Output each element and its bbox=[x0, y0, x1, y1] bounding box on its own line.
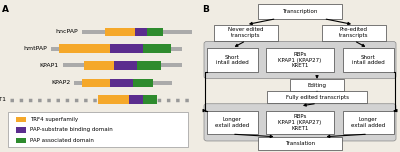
FancyBboxPatch shape bbox=[204, 41, 396, 79]
Text: KPAP1: KPAP1 bbox=[40, 63, 59, 68]
Bar bbox=[266, 48, 334, 72]
Bar bbox=[206, 48, 258, 72]
Text: Never edited
transcripts: Never edited transcripts bbox=[228, 27, 264, 38]
Bar bbox=[98, 95, 129, 104]
Text: Longer
extail added: Longer extail added bbox=[215, 117, 249, 128]
FancyBboxPatch shape bbox=[204, 104, 396, 141]
Bar bbox=[84, 61, 114, 70]
Bar bbox=[290, 79, 344, 91]
Text: TRF4 superfamily: TRF4 superfamily bbox=[30, 117, 78, 122]
Bar bbox=[143, 95, 157, 104]
Bar bbox=[110, 44, 127, 53]
Bar bbox=[16, 127, 26, 133]
Text: Short
intail added: Short intail added bbox=[352, 55, 384, 66]
Bar bbox=[342, 111, 394, 134]
Text: hmtPAP: hmtPAP bbox=[23, 46, 47, 51]
Bar bbox=[137, 61, 161, 70]
Bar bbox=[8, 112, 188, 147]
Bar bbox=[51, 47, 182, 51]
Text: KPAP2: KPAP2 bbox=[51, 80, 70, 85]
Bar bbox=[135, 28, 147, 36]
Text: Pre-edited
transcripts: Pre-edited transcripts bbox=[339, 27, 369, 38]
Bar bbox=[258, 4, 342, 19]
Bar bbox=[342, 48, 394, 72]
Bar bbox=[266, 111, 334, 134]
Bar bbox=[114, 61, 137, 70]
Bar bbox=[143, 44, 157, 53]
Text: hncPAP: hncPAP bbox=[56, 29, 78, 34]
Bar bbox=[214, 25, 278, 41]
Bar bbox=[16, 117, 26, 122]
Text: RBPs
KPAP1 (KPAP27)
KRET1: RBPs KPAP1 (KPAP27) KRET1 bbox=[278, 52, 322, 68]
Bar bbox=[147, 28, 163, 36]
Text: PAP-substrate binding domain: PAP-substrate binding domain bbox=[30, 128, 113, 132]
Bar bbox=[110, 79, 133, 87]
Bar bbox=[127, 44, 143, 53]
Text: Editing: Editing bbox=[308, 83, 326, 88]
Text: B: B bbox=[202, 5, 209, 14]
Text: Fully edited transcripts: Fully edited transcripts bbox=[286, 95, 348, 100]
Bar bbox=[206, 111, 258, 134]
Bar bbox=[322, 25, 386, 41]
Bar bbox=[63, 63, 182, 67]
Bar bbox=[129, 95, 143, 104]
Text: Transcription: Transcription bbox=[282, 9, 318, 14]
Text: A: A bbox=[2, 5, 9, 14]
Bar bbox=[82, 79, 110, 87]
Bar bbox=[74, 81, 172, 85]
Text: RBPs
KPAP1 (KPAP27)
KRET1: RBPs KPAP1 (KPAP27) KRET1 bbox=[278, 114, 322, 131]
Bar bbox=[59, 44, 110, 53]
Bar bbox=[267, 91, 367, 103]
Bar bbox=[133, 79, 153, 87]
Text: PAP associated domain: PAP associated domain bbox=[30, 138, 94, 143]
Bar bbox=[105, 28, 135, 36]
Text: Longer
extail added: Longer extail added bbox=[351, 117, 385, 128]
Bar bbox=[16, 138, 26, 143]
Bar bbox=[157, 44, 170, 53]
Bar bbox=[258, 137, 342, 150]
Text: Short
intail added: Short intail added bbox=[216, 55, 248, 66]
Text: KRET1: KRET1 bbox=[0, 97, 6, 102]
Bar bbox=[82, 30, 192, 34]
Text: Translation: Translation bbox=[285, 141, 315, 146]
